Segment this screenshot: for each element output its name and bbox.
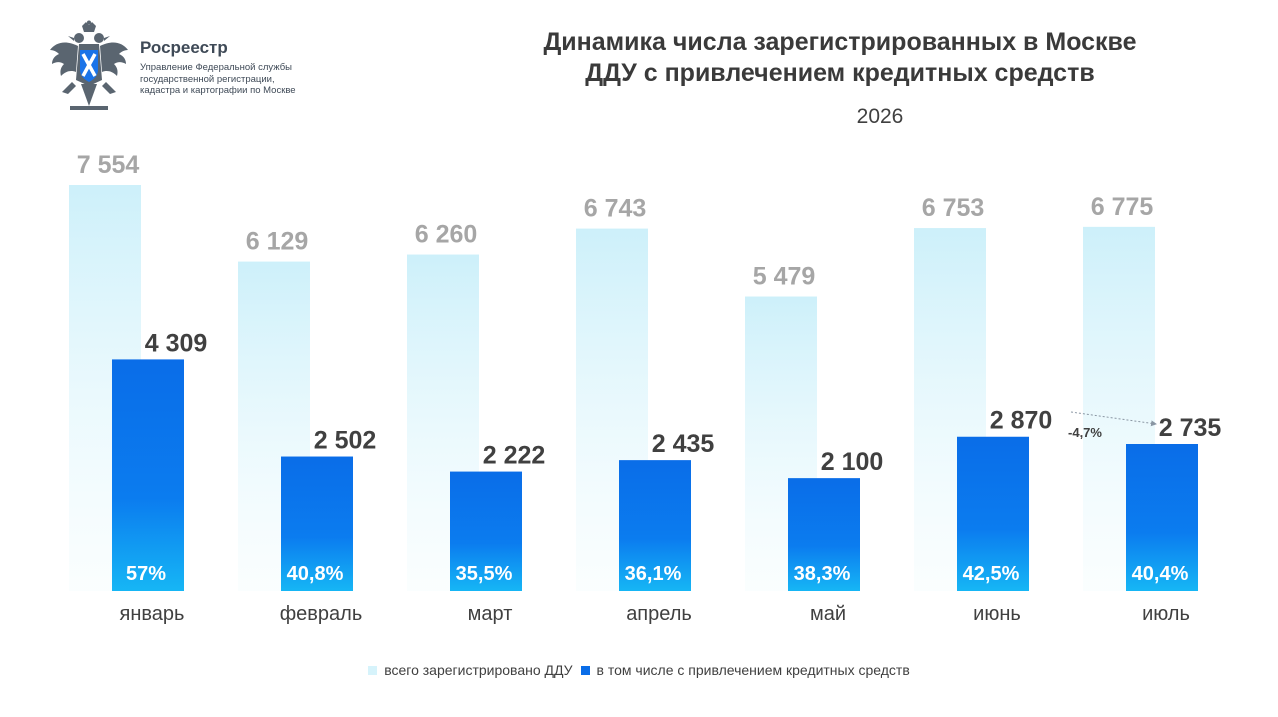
- value-label-total: 6 753: [922, 194, 985, 222]
- bar-credit: [112, 359, 184, 591]
- bar-credit: [1126, 444, 1198, 591]
- value-label-credit: 2 435: [652, 430, 715, 458]
- legend-item-credit: в том числе с привлечением кредитных сре…: [580, 662, 910, 678]
- chart-title: Динамика числа зарегистрированных в Моск…: [520, 27, 1160, 89]
- category-label: июль: [1142, 603, 1190, 625]
- value-label-total: 7 554: [77, 151, 140, 179]
- bar-credit: [957, 436, 1029, 591]
- org-subtitle-line: государственной регистрации,: [140, 73, 275, 85]
- category-label: январь: [120, 603, 185, 625]
- category-label: апрель: [626, 603, 692, 625]
- value-label-credit: 2 870: [990, 407, 1053, 435]
- value-label-total: 6 129: [246, 228, 309, 256]
- org-subtitle-line: кадастра и картографии по Москве: [140, 85, 296, 96]
- category-label: февраль: [280, 603, 363, 625]
- value-label-credit: 2 502: [314, 427, 377, 455]
- legend-label-credit: в том числе с привлечением кредитных сре…: [596, 662, 910, 678]
- share-label: 35,5%: [456, 563, 513, 585]
- chart-subtitle: 2026: [856, 105, 904, 128]
- value-label-credit: 2 222: [483, 442, 546, 470]
- bar-credit: [450, 471, 522, 591]
- share-label: 38,3%: [794, 563, 851, 585]
- eagle-emblem-icon: [50, 20, 128, 110]
- share-label: 40,8%: [287, 563, 344, 585]
- org-subtitle-line: Управление Федеральной службы: [140, 62, 292, 73]
- share-label: 57%: [126, 563, 166, 585]
- value-label-credit: 2 100: [821, 448, 884, 476]
- chart-legend: всего зарегистрировано ДДУ в том числе с…: [0, 662, 1278, 678]
- value-label-total: 6 775: [1091, 193, 1154, 221]
- chart-title-line: ДДУ с привлечением кредитных средств: [585, 59, 1095, 87]
- legend-swatch-credit: [580, 665, 590, 675]
- category-label: май: [810, 603, 846, 625]
- change-annotation-label: -4,7%: [1068, 425, 1102, 440]
- bar-credit: [619, 460, 691, 591]
- legend-label-total: всего зарегистрировано ДДУ: [384, 662, 573, 678]
- org-name: Росреестр: [140, 38, 228, 57]
- value-label-credit: 2 735: [1159, 414, 1222, 442]
- share-label: 42,5%: [963, 563, 1020, 585]
- rosreestr-logo: Росреестр Управление Федеральной службы …: [48, 20, 318, 115]
- legend-item-total: всего зарегистрировано ДДУ: [368, 662, 573, 678]
- bar-credit: [281, 456, 353, 591]
- value-label-total: 5 479: [753, 263, 816, 291]
- legend-swatch-total: [368, 665, 378, 675]
- category-label: июнь: [973, 603, 1021, 625]
- share-label: 36,1%: [625, 563, 682, 585]
- chart-title-line: Динамика числа зарегистрированных в Моск…: [543, 28, 1137, 56]
- value-label-credit: 4 309: [145, 329, 208, 357]
- bar-credit: [788, 478, 860, 591]
- category-label: март: [468, 603, 513, 625]
- value-label-total: 6 743: [584, 195, 647, 223]
- value-label-total: 6 260: [415, 221, 478, 249]
- share-label: 40,4%: [1132, 563, 1189, 585]
- org-subtitle: Управление Федеральной службы государств…: [140, 62, 320, 97]
